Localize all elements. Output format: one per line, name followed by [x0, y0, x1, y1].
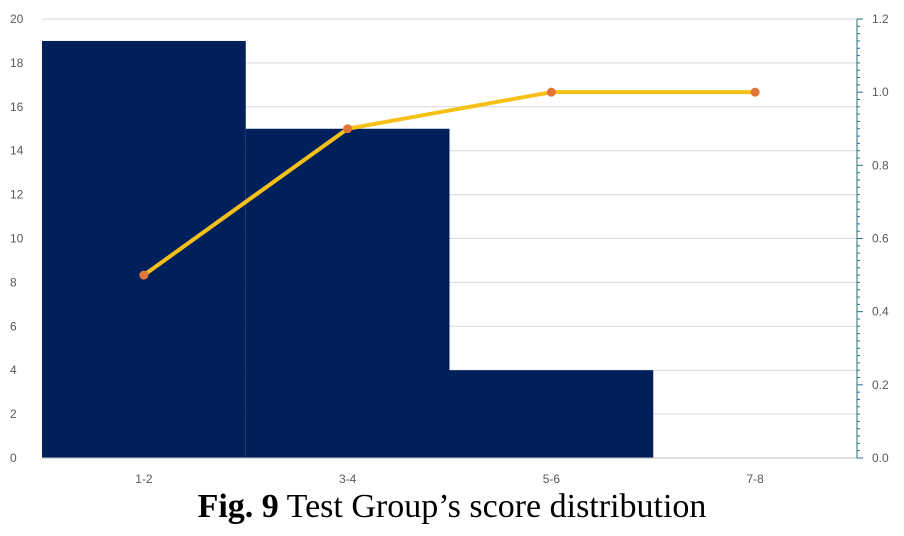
y-tick-label: 18 [10, 56, 24, 70]
figure-label: Fig. 9 [197, 488, 279, 525]
y-tick-label: 4 [10, 363, 17, 377]
y-tick-label: 10 [10, 232, 24, 246]
bar [42, 40, 246, 458]
y-tick-label: 16 [10, 100, 24, 114]
y2-tick-label: 0.6 [872, 232, 889, 246]
x-tick-label: 3-4 [339, 472, 357, 486]
y2-tick-label: 1.0 [872, 85, 889, 99]
cumulative-line [142, 90, 756, 277]
figure-caption: Fig. 9 Test Group’s score distribution [0, 488, 904, 526]
y-tick-label: 2 [10, 407, 17, 421]
y2-tick-label: 0.8 [872, 158, 889, 172]
bar [245, 128, 450, 458]
line-point [750, 87, 760, 97]
y2-tick-label: 0.4 [872, 305, 889, 319]
y2-tick-label: 0.0 [872, 451, 889, 465]
x-tick-label: 1-2 [135, 472, 153, 486]
y-tick-label: 20 [10, 12, 24, 26]
y-tick-label: 0 [10, 451, 17, 465]
y-tick-label: 14 [10, 144, 24, 158]
line-point [139, 270, 149, 280]
line-point [343, 124, 353, 134]
axes [42, 18, 863, 459]
bar-series [42, 40, 654, 458]
bar [449, 370, 654, 458]
line-point [546, 87, 556, 97]
figure-caption-text: Test Group’s score distribution [286, 488, 707, 525]
y2-tick-label: 0.2 [872, 378, 889, 392]
x-tick-label: 7-8 [746, 472, 764, 486]
x-tick-label: 5-6 [543, 472, 561, 486]
tick-labels: 0 2 4 6 8 10 12 14 16 18 20 0.0 0.2 0.4 0.6 0.8 1.0 1.2 1-… [10, 12, 889, 486]
y-tick-label: 6 [10, 319, 17, 333]
line-series [139, 87, 760, 280]
y2-tick-label: 1.2 [872, 12, 889, 26]
chart: 0 2 4 6 8 10 12 14 16 18 20 0.0 0.2 0.4 0.6 0.8 1.0 1.2 1-… [10, 12, 889, 486]
y-tick-label: 12 [10, 188, 24, 202]
y-tick-label: 8 [10, 275, 17, 289]
